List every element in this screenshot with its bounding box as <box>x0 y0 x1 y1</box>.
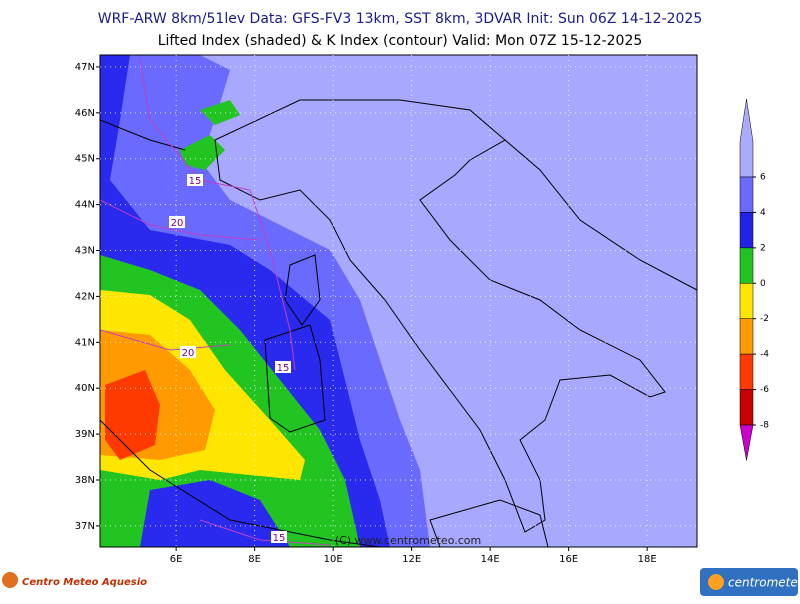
sicily <box>429 499 549 547</box>
contour-label: 15 <box>189 176 202 187</box>
lon-label: 8E <box>248 554 261 565</box>
subtitle: Lifted Index (shaded) & K Index (contour… <box>158 33 643 49</box>
lon-label: 12E <box>402 554 421 565</box>
left-logo-text: Centro Meteo Aquesio <box>22 577 147 588</box>
contour-label-box <box>271 531 287 543</box>
colorbar-label: 0 <box>760 279 766 289</box>
colorbar-segment <box>739 389 754 426</box>
lat-label: 41N <box>75 337 95 348</box>
lat-label: 39N <box>75 429 95 440</box>
right-logo-text: centrometeo <box>728 576 800 590</box>
contour-label: 15 <box>277 363 290 374</box>
colorbar-label: 2 <box>760 243 766 253</box>
logo-icon <box>2 572 18 588</box>
colorbar-segment <box>739 318 754 355</box>
logo-sun <box>708 574 724 590</box>
copyright: (C) www.centrometeo.com <box>335 534 481 547</box>
contour-label-box <box>187 174 203 186</box>
colorbar-segment <box>739 283 754 319</box>
map-frame <box>99 54 698 548</box>
colorbar-label: -4 <box>760 350 769 360</box>
lon-label: 14E <box>481 554 500 565</box>
field-2-south <box>140 480 290 547</box>
colorbar-label: -6 <box>760 385 769 395</box>
right-logo: centrometeo <box>700 568 800 596</box>
lat-label: 43N <box>75 246 95 257</box>
sardinia <box>264 324 326 433</box>
colorbar-label: 4 <box>760 208 766 218</box>
colorbar-label: 6 <box>760 173 766 183</box>
lat-label: 38N <box>75 475 95 486</box>
colorbar-label: -2 <box>760 314 769 324</box>
lat-label: 46N <box>75 108 95 119</box>
left-logo: Centro Meteo Aquesio <box>2 572 147 588</box>
colorbar-top <box>739 99 754 178</box>
contour-label-box <box>275 361 291 373</box>
balkan-coast <box>504 139 697 291</box>
colorbar-segment <box>739 353 754 390</box>
k-index-contours <box>100 59 331 546</box>
other-coast <box>100 119 381 547</box>
field-0-north <box>180 100 240 170</box>
contour-label: 20 <box>182 348 195 359</box>
contour-label: 15 <box>273 533 286 544</box>
colorbar-label: -8 <box>760 421 769 431</box>
corsica <box>284 254 321 326</box>
map-field <box>100 55 697 547</box>
lat-label: 44N <box>75 200 95 211</box>
contour-label-box <box>180 346 196 358</box>
title: WRF-ARW 8km/51lev Data: GFS-FV3 13km, SS… <box>98 11 703 27</box>
lon-label: 10E <box>324 554 343 565</box>
colorbar-bottom <box>739 424 754 461</box>
contour-label-box <box>169 216 185 228</box>
lon-label: 16E <box>559 554 578 565</box>
field-m6 <box>105 370 160 460</box>
coastlines <box>100 99 697 547</box>
lat-label: 45N <box>75 154 95 165</box>
lat-label: 40N <box>75 383 95 394</box>
lat-label: 47N <box>75 62 95 73</box>
lon-label: 6E <box>170 554 183 565</box>
lat-label: 42N <box>75 291 95 302</box>
colorbar-segment <box>739 247 754 284</box>
lon-label: 18E <box>638 554 657 565</box>
colorbar-segment <box>739 176 754 213</box>
logo-box <box>700 568 798 596</box>
contour-label: 20 <box>171 218 184 229</box>
lat-label: 37N <box>75 521 95 532</box>
colorbar-segment <box>739 212 754 249</box>
italy <box>214 99 666 533</box>
